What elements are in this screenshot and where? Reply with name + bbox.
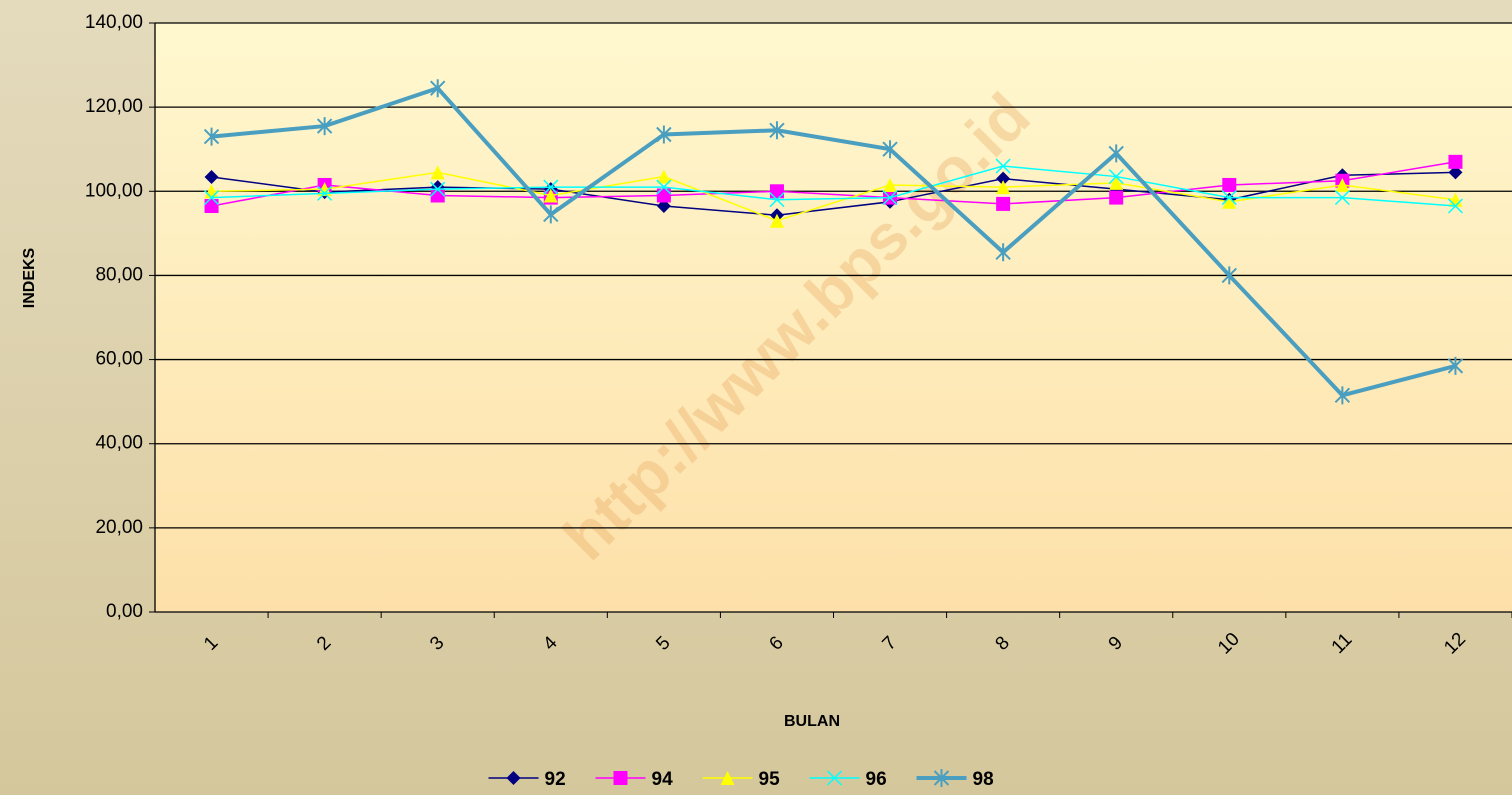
marker: [1448, 165, 1463, 180]
marker: [1108, 169, 1124, 185]
series-line: [211, 161, 1456, 207]
marker: [506, 771, 521, 785]
marker: [317, 185, 333, 201]
legend-label: 98: [973, 769, 994, 790]
y-tick-label: 140,00: [85, 12, 143, 33]
marker: [769, 192, 785, 208]
marker: [656, 169, 671, 184]
marker: [996, 196, 1011, 211]
marker: [1222, 177, 1237, 192]
marker: [882, 140, 898, 159]
y-tick-label: 40,00: [95, 433, 143, 454]
marker: [826, 770, 843, 786]
legend-label: 95: [759, 769, 781, 790]
marker: [1334, 386, 1351, 405]
marker: [1448, 154, 1463, 169]
marker: [430, 79, 446, 98]
marker: [430, 188, 445, 203]
legend-label: 96: [866, 769, 887, 790]
marker: [204, 169, 219, 184]
marker: [543, 179, 559, 195]
series-line: [211, 171, 1456, 222]
series-line: [211, 165, 1456, 207]
marker: [1108, 144, 1124, 163]
legend-label: 94: [652, 769, 674, 790]
marker: [656, 199, 671, 214]
marker: [1222, 194, 1237, 209]
y-tick-label: 0,00: [106, 601, 143, 622]
series-line: [211, 85, 1456, 398]
y-tick-label: 20,00: [95, 517, 143, 538]
plot-area: [155, 23, 1512, 612]
marker: [769, 213, 784, 228]
legend-label: 92: [545, 769, 566, 790]
marker: [995, 158, 1011, 174]
marker: [882, 190, 898, 206]
marker: [1447, 356, 1464, 375]
series-line: [211, 171, 1456, 217]
marker: [1334, 190, 1350, 206]
marker: [769, 121, 785, 140]
marker: [613, 771, 628, 785]
marker: [1109, 175, 1124, 190]
marker: [1221, 266, 1237, 285]
y-tick-label: 60,00: [95, 349, 143, 370]
y-axis-label: INDEKS: [21, 247, 38, 308]
marker: [996, 171, 1011, 186]
marker: [543, 205, 559, 224]
marker: [203, 127, 220, 146]
marker: [1109, 190, 1124, 205]
marker: [996, 180, 1011, 195]
y-tick-label: 120,00: [85, 96, 143, 117]
marker: [656, 188, 671, 203]
marker: [720, 771, 735, 785]
y-tick-label: 100,00: [85, 180, 143, 201]
marker: [204, 199, 219, 214]
marker: [1221, 190, 1237, 206]
marker: [933, 769, 950, 787]
marker: [656, 125, 672, 144]
marker: [1335, 177, 1350, 192]
marker: [656, 179, 672, 195]
marker: [543, 188, 558, 203]
marker: [316, 117, 333, 136]
marker: [769, 184, 784, 199]
marker: [995, 243, 1011, 262]
marker: [883, 177, 898, 192]
marker: [430, 181, 446, 197]
y-tick-label: 80,00: [95, 264, 143, 285]
marker: [204, 190, 220, 206]
marker: [1447, 198, 1463, 214]
marker: [430, 165, 445, 180]
x-axis-label: BULAN: [784, 713, 840, 730]
